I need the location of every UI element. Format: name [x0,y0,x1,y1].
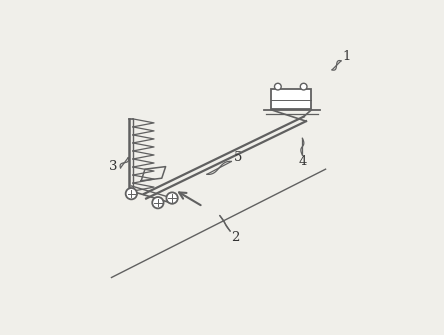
Circle shape [126,188,137,199]
Text: 4: 4 [298,155,306,168]
Circle shape [300,83,307,90]
Text: 5: 5 [234,151,242,164]
Circle shape [152,197,163,208]
Text: 1: 1 [342,51,350,63]
Circle shape [274,83,281,90]
Bar [271,89,311,109]
Text: 2: 2 [231,231,239,244]
Circle shape [166,192,178,204]
Text: 3: 3 [108,160,117,173]
